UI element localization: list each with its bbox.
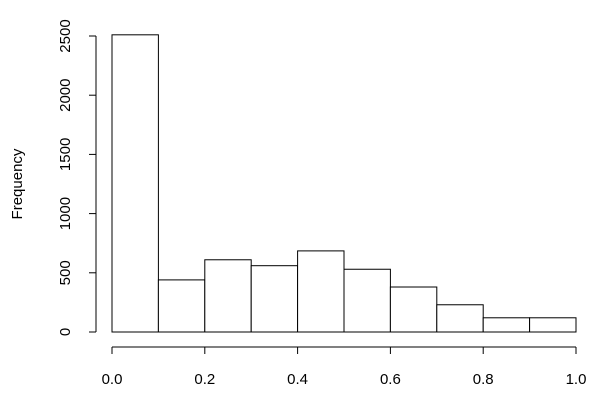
bar (436, 304, 484, 333)
y-tick-label: 500 (57, 260, 74, 285)
y-tick-label: 2500 (57, 19, 74, 52)
x-tick-label: 1.0 (566, 371, 587, 388)
bar (111, 34, 159, 333)
x-tick-label: 0.8 (473, 371, 494, 388)
bar (297, 250, 345, 333)
x-tick-label: 0.6 (380, 371, 401, 388)
y-tick-label: 2000 (57, 79, 74, 112)
x-tick-label: 0.2 (194, 371, 215, 388)
y-tick-label: 0 (57, 328, 74, 336)
y-tick-label: 1500 (57, 138, 74, 171)
x-tick-label: 0.4 (287, 371, 308, 388)
bar (157, 279, 206, 333)
bar (343, 268, 391, 333)
y-axis-label: Frequency (9, 148, 26, 219)
bar (389, 286, 438, 333)
bar (482, 317, 531, 333)
bar (529, 317, 577, 333)
bar (204, 259, 252, 333)
x-tick-label: 0.0 (102, 371, 123, 388)
bar (250, 265, 299, 333)
y-tick-label: 1000 (57, 197, 74, 230)
